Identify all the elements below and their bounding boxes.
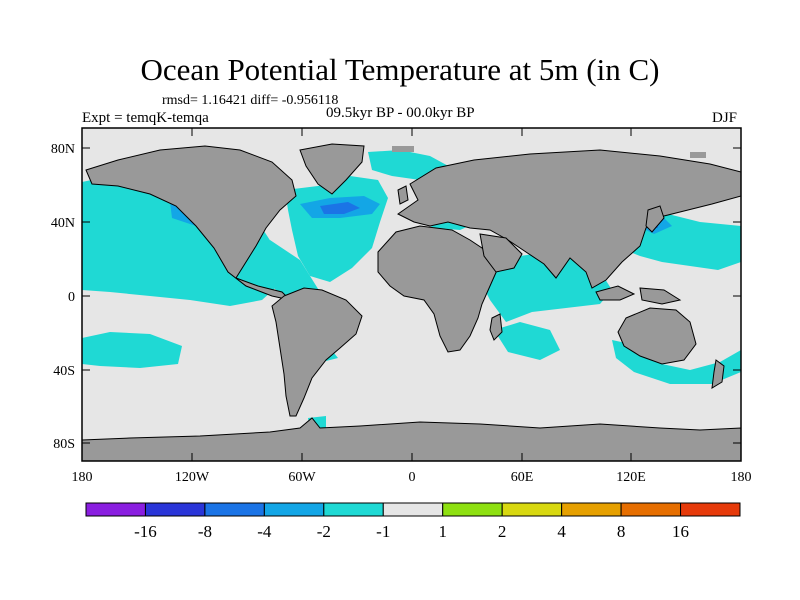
colorbar — [85, 502, 741, 517]
colorbar-cell — [323, 502, 384, 517]
lon-label-120w: 120W — [175, 470, 210, 485]
lat-tick-marks — [82, 147, 741, 444]
colorbar-cell — [561, 502, 622, 517]
colorbar-label: 4 — [557, 522, 566, 541]
lat-label-80s: 80S — [53, 437, 75, 452]
lon-tick-marks — [191, 128, 632, 461]
colorbar-cell — [204, 502, 265, 517]
colorbar-label: -2 — [317, 522, 331, 541]
lat-label-0: 0 — [68, 290, 75, 305]
experiment-label: Expt = temqK-temqa — [82, 110, 209, 126]
map-title: Ocean Potential Temperature at 5m (in C) — [140, 52, 660, 87]
season-label: DJF — [712, 110, 738, 126]
lon-label-180w: 180 — [72, 470, 93, 485]
colorbar-label: -8 — [198, 522, 212, 541]
colorbar-cell — [263, 502, 325, 517]
lat-label-80n: 80N — [51, 142, 75, 157]
colorbar-label: 16 — [672, 522, 689, 541]
arctic-land-patches — [392, 146, 706, 162]
map-field — [82, 128, 741, 461]
lon-label-180e: 180 — [731, 470, 752, 485]
colorbar-cell — [442, 502, 503, 517]
colorbar-label: 8 — [617, 522, 626, 541]
land-masses — [82, 143, 741, 461]
period-label: 09.5kyr BP - 00.0kyr BP — [326, 105, 475, 121]
lat-label-40n: 40N — [51, 216, 75, 231]
lon-label-60e: 60E — [511, 470, 534, 485]
colorbar-cell — [382, 502, 444, 517]
colorbar-label: 1 — [438, 522, 447, 541]
colorbar-label: -4 — [257, 522, 272, 541]
colorbar-cell — [144, 502, 206, 517]
stats-line: rmsd= 1.16421 diff= -0.956118 — [162, 93, 339, 108]
colorbar-cell — [680, 502, 741, 517]
colorbar-label: -1 — [376, 522, 390, 541]
colorbar-cell — [501, 502, 563, 517]
colorbar-cell — [85, 502, 146, 517]
colorbar-label: 2 — [498, 522, 507, 541]
colorbar-labels: -16 -8 -4 -2 -1 1 2 4 8 16 — [134, 522, 689, 541]
lon-label-0: 0 — [409, 470, 416, 485]
lat-label-40s: 40S — [53, 364, 75, 379]
colorbar-label: -16 — [134, 522, 157, 541]
colorbar-cell — [620, 502, 682, 517]
lon-label-60w: 60W — [288, 470, 316, 485]
lon-label-120e: 120E — [616, 470, 646, 485]
